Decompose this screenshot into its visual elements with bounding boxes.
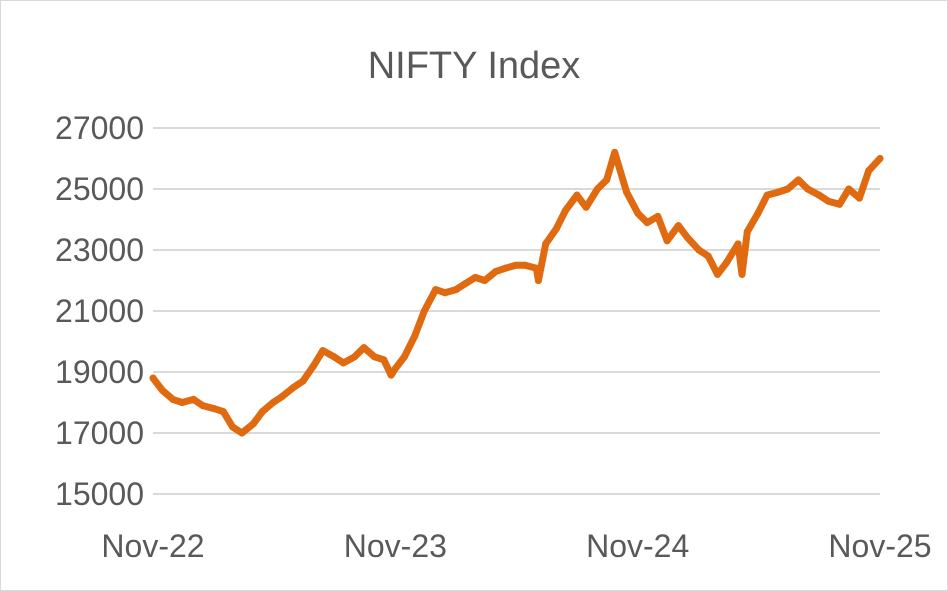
data-point bbox=[815, 191, 823, 199]
x-tick-label: Nov-22 bbox=[101, 528, 204, 564]
data-point bbox=[310, 362, 317, 370]
data-point bbox=[411, 331, 419, 339]
data-point bbox=[249, 420, 257, 428]
data-point bbox=[775, 188, 782, 196]
x-tick-label: Nov-25 bbox=[828, 528, 931, 564]
data-point bbox=[855, 194, 863, 202]
data-point bbox=[534, 277, 542, 284]
data-point bbox=[824, 197, 832, 205]
data-point bbox=[178, 399, 186, 406]
data-point bbox=[238, 429, 246, 437]
data-point bbox=[210, 405, 218, 413]
y-tick-label: 15000 bbox=[55, 476, 144, 512]
data-point bbox=[471, 273, 479, 281]
data-point bbox=[674, 222, 682, 230]
data-point bbox=[391, 365, 399, 373]
y-tick-label: 19000 bbox=[55, 354, 144, 390]
data-point bbox=[521, 261, 529, 269]
data-point bbox=[501, 264, 509, 272]
data-point bbox=[432, 286, 440, 294]
data-point bbox=[738, 270, 746, 278]
data-point bbox=[794, 176, 802, 184]
data-point bbox=[400, 353, 408, 361]
data-point bbox=[562, 206, 570, 214]
data-point bbox=[371, 353, 378, 361]
data-point bbox=[754, 209, 762, 217]
data-point bbox=[199, 402, 207, 410]
y-tick-label: 17000 bbox=[55, 415, 144, 451]
data-point bbox=[845, 185, 853, 193]
data-point bbox=[330, 353, 338, 361]
y-tick-label: 25000 bbox=[55, 171, 144, 207]
data-point bbox=[420, 307, 428, 315]
data-point bbox=[643, 219, 651, 227]
x-tick-label: Nov-23 bbox=[344, 528, 447, 564]
data-point bbox=[876, 155, 884, 162]
data-point bbox=[319, 347, 327, 355]
data-point bbox=[481, 277, 489, 284]
data-point bbox=[734, 240, 742, 248]
data-point bbox=[290, 383, 298, 391]
data-point bbox=[278, 392, 286, 400]
data-point bbox=[804, 185, 812, 193]
data-point bbox=[603, 176, 611, 184]
data-point bbox=[229, 423, 237, 431]
data-point bbox=[158, 386, 166, 394]
data-point bbox=[714, 270, 721, 278]
data-point bbox=[743, 228, 751, 236]
data-point bbox=[763, 191, 771, 199]
data-point bbox=[865, 167, 873, 175]
data-point bbox=[492, 267, 500, 275]
data-point bbox=[582, 203, 590, 211]
data-point bbox=[269, 399, 277, 406]
data-point bbox=[634, 209, 642, 217]
data-point bbox=[387, 371, 395, 379]
y-tick-label: 23000 bbox=[55, 232, 144, 268]
data-point bbox=[611, 148, 619, 156]
series-layer bbox=[149, 148, 884, 437]
data-point bbox=[784, 185, 792, 193]
data-point bbox=[836, 200, 843, 208]
data-point bbox=[351, 353, 359, 361]
data-point bbox=[441, 289, 449, 297]
chart-title: NIFTY Index bbox=[368, 45, 581, 87]
data-point bbox=[169, 395, 177, 403]
y-axis-ticks: 15000 17000 19000 21000 23000 25000 27000 bbox=[55, 110, 144, 512]
data-point bbox=[258, 408, 266, 416]
data-point bbox=[593, 185, 601, 193]
data-point bbox=[552, 225, 560, 233]
data-point bbox=[512, 261, 520, 269]
x-tick-label: Nov-24 bbox=[586, 528, 689, 564]
series-line bbox=[149, 148, 884, 437]
data-point bbox=[723, 258, 731, 266]
data-point bbox=[190, 395, 197, 403]
y-tick-label: 21000 bbox=[55, 293, 144, 329]
data-point bbox=[461, 280, 469, 288]
data-point bbox=[704, 252, 712, 260]
data-point bbox=[663, 237, 671, 245]
data-point bbox=[149, 374, 157, 382]
data-point bbox=[219, 408, 227, 416]
y-tick-label: 27000 bbox=[55, 110, 144, 146]
data-point bbox=[339, 359, 347, 367]
data-point bbox=[573, 191, 581, 199]
data-point bbox=[684, 234, 692, 242]
data-point bbox=[360, 344, 368, 352]
data-point bbox=[380, 356, 388, 364]
data-point bbox=[542, 240, 550, 248]
data-point bbox=[695, 246, 703, 254]
data-point bbox=[299, 377, 307, 385]
gridlines bbox=[153, 127, 880, 495]
data-point bbox=[623, 188, 631, 196]
data-point bbox=[452, 286, 460, 294]
x-axis-ticks: Nov-22 Nov-23 Nov-24 Nov-25 bbox=[101, 528, 931, 564]
data-point bbox=[654, 212, 662, 220]
data-point bbox=[532, 264, 540, 272]
